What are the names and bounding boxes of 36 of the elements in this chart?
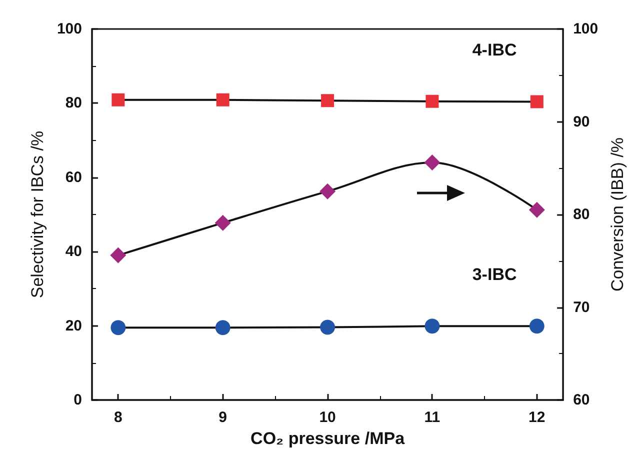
y-tick-label: 60 [65,168,82,186]
y2-axis-title: Conversion (IBB) /% [608,138,627,292]
point [214,214,231,231]
point [110,247,126,264]
y-tick-label: 20 [65,317,82,334]
y-tick-label: 100 [56,20,82,38]
x-tick-label: 8 [114,409,122,426]
point [426,94,439,108]
y2-tick-label: 80 [573,206,590,223]
y-tick-label: 0 [74,392,82,408]
text: 3-IBC [472,265,517,284]
point [424,318,440,334]
y2-tick-label: 100 [573,20,598,38]
y2-tick-label: 60 [573,392,590,408]
y-tick-label: 40 [65,243,82,260]
point [215,320,230,336]
y-axis-title: Selectivity for IBCs /% [28,130,48,298]
point [110,320,126,336]
point [321,94,334,108]
x-axis-title: CO₂ pressure /MPa [250,429,406,448]
point [216,93,230,106]
y-tick-label: 80 [65,94,82,112]
x-tick-label: 11 [424,409,440,426]
x-tick-label: 9 [218,409,228,426]
point [320,183,336,200]
y2-tick-label: 90 [573,113,590,130]
point [529,318,544,334]
point [320,320,336,335]
point [112,93,125,106]
x-tick-label: 12 [528,409,546,426]
x-tick-label: 10 [319,409,336,426]
point [424,154,440,171]
point [528,202,545,218]
text: 4-IBC [472,40,517,60]
y2-tick-label: 70 [573,298,590,316]
point [530,95,544,108]
